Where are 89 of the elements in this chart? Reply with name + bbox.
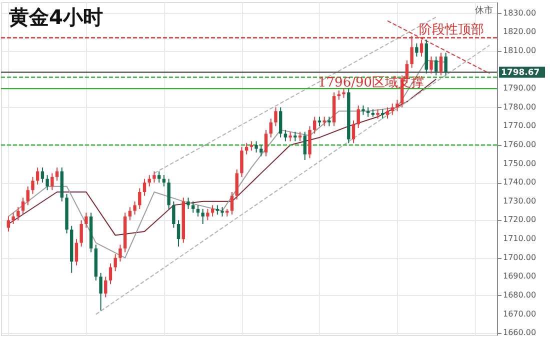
candlestick xyxy=(328,116,331,127)
candlestick xyxy=(50,172,54,191)
y-tick-label: 1780.00 xyxy=(503,102,536,112)
candlestick xyxy=(176,220,180,248)
candlestick xyxy=(46,174,49,191)
candlestick xyxy=(410,35,414,68)
candlestick xyxy=(40,167,44,184)
candlestick xyxy=(356,104,360,129)
candlestick xyxy=(274,106,278,127)
candlestick xyxy=(114,254,117,272)
candlestick xyxy=(288,131,292,142)
candlestick xyxy=(21,197,25,216)
y-tick-label: 1830.00 xyxy=(503,8,536,18)
candlestick xyxy=(108,263,112,285)
y-tick-label: 1700.00 xyxy=(503,252,536,262)
candlestick xyxy=(362,104,365,116)
y-tick-label: 1820.00 xyxy=(503,27,536,36)
candlestick xyxy=(6,216,10,232)
candlestick xyxy=(303,131,306,161)
candlestick xyxy=(352,120,356,144)
candlestick xyxy=(294,131,297,142)
candlestick xyxy=(216,204,220,216)
y-tick-label: 1680.00 xyxy=(503,290,536,300)
candlestick xyxy=(230,192,234,216)
candlestick xyxy=(12,212,15,224)
candlestick xyxy=(250,140,254,152)
y-tick-label: 1720.00 xyxy=(503,215,536,224)
candlestick xyxy=(36,167,40,185)
y-tick-label: 1750.00 xyxy=(503,158,536,168)
chart-title: 黄金4小时 xyxy=(8,5,103,29)
candlestick xyxy=(104,276,108,298)
candlestick xyxy=(26,186,30,206)
candlestick xyxy=(128,206,132,221)
candlestick xyxy=(157,170,161,184)
candlestick xyxy=(264,129,268,157)
candlestick xyxy=(74,238,78,266)
candlestick xyxy=(192,200,195,214)
y-tick-label: 1690.00 xyxy=(503,272,536,281)
candlestick xyxy=(186,197,190,210)
candlestick xyxy=(439,52,443,76)
y-tick-label: 1730.00 xyxy=(503,196,536,206)
candlestick xyxy=(206,208,210,221)
y-tick-label: 1660.00 xyxy=(503,328,536,338)
candlestick xyxy=(133,200,136,216)
candlestick xyxy=(396,99,399,112)
candlestick xyxy=(142,178,146,196)
candlestick xyxy=(284,129,288,142)
candlestick xyxy=(444,52,448,76)
candlestick xyxy=(434,56,438,76)
candlestick xyxy=(260,144,263,157)
candlestick xyxy=(84,212,88,228)
candlestick xyxy=(201,208,204,224)
candlestick xyxy=(278,106,282,138)
y-tick-label: 1810.00 xyxy=(503,46,536,55)
candlestick xyxy=(99,272,102,312)
candlestick xyxy=(337,90,341,100)
candlestick xyxy=(254,140,258,154)
candlestick xyxy=(420,39,424,58)
candlestick xyxy=(31,176,34,194)
candlestick xyxy=(430,56,433,74)
candlestick xyxy=(80,220,83,248)
y-tick-label: 1770.00 xyxy=(503,121,536,130)
candlestick xyxy=(381,108,384,120)
candlestick xyxy=(55,167,59,182)
y-tick-label: 1790.00 xyxy=(503,84,536,93)
candlestick xyxy=(172,200,176,228)
y-tick-label: 1710.00 xyxy=(503,234,536,244)
ref-line-label: 阶段性顶部 xyxy=(419,22,484,38)
candlestick xyxy=(138,188,142,210)
candlestick xyxy=(415,42,418,58)
y-tick-label: 1740.00 xyxy=(503,178,536,187)
candlestick xyxy=(386,106,390,120)
candlestick xyxy=(118,244,122,262)
candlestick xyxy=(167,178,170,210)
candlestick xyxy=(152,170,156,184)
candlestick xyxy=(318,116,322,127)
candlestick xyxy=(322,116,326,127)
candlestick xyxy=(298,131,302,142)
y-tick-label: 1670.00 xyxy=(503,309,536,318)
candlestick xyxy=(235,168,238,200)
candlestick xyxy=(313,116,316,134)
candlestick xyxy=(366,106,370,118)
candlestick xyxy=(16,206,20,221)
y-tick-label: 1760.00 xyxy=(503,140,536,149)
candlestick xyxy=(269,118,272,138)
annotation: 休市 xyxy=(475,5,493,16)
candlestick xyxy=(240,146,244,178)
candlestick xyxy=(376,108,380,120)
ref-line-label: 1798.67 xyxy=(501,68,540,78)
